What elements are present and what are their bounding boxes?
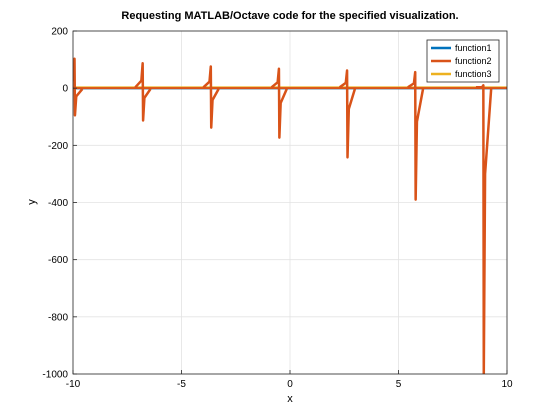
y-tick-label: -400 bbox=[48, 198, 68, 209]
series-function2-spike bbox=[407, 70, 425, 201]
series-function2-spike bbox=[73, 57, 84, 117]
series-function2-spike bbox=[134, 62, 152, 122]
x-tick-label: -10 bbox=[66, 379, 81, 390]
y-tick-label: -200 bbox=[48, 141, 68, 152]
series-function2-spike bbox=[270, 67, 288, 139]
legend-label: function3 bbox=[455, 69, 492, 79]
series-layer bbox=[73, 57, 507, 374]
y-axis-label: y bbox=[26, 199, 38, 205]
x-tick-label: 0 bbox=[287, 379, 293, 390]
y-tick-label: 0 bbox=[62, 84, 68, 95]
x-axis-label: x bbox=[287, 393, 293, 405]
legend: function1 function2 function3 bbox=[426, 39, 500, 83]
ticks: -10 -5 0 5 10 -1000 -800 -600 -400 -200 0 200 bbox=[42, 27, 513, 391]
y-tick-label: -1000 bbox=[42, 370, 68, 381]
legend-label: function1 bbox=[455, 43, 492, 53]
chart-title: Requesting MATLAB/Octave code for the sp… bbox=[121, 10, 458, 22]
series-function2-spike bbox=[202, 65, 220, 129]
y-tick-label: -800 bbox=[48, 312, 68, 323]
y-tick-label: -600 bbox=[48, 255, 68, 266]
series-function2-spike bbox=[475, 84, 493, 374]
x-tick-label: -5 bbox=[177, 379, 186, 390]
series-function2-spike bbox=[338, 69, 357, 159]
x-tick-label: 5 bbox=[396, 379, 402, 390]
legend-label: function2 bbox=[455, 56, 492, 66]
x-tick-label: 10 bbox=[501, 379, 513, 390]
series-group bbox=[73, 57, 507, 374]
y-tick-label: 200 bbox=[51, 27, 68, 38]
